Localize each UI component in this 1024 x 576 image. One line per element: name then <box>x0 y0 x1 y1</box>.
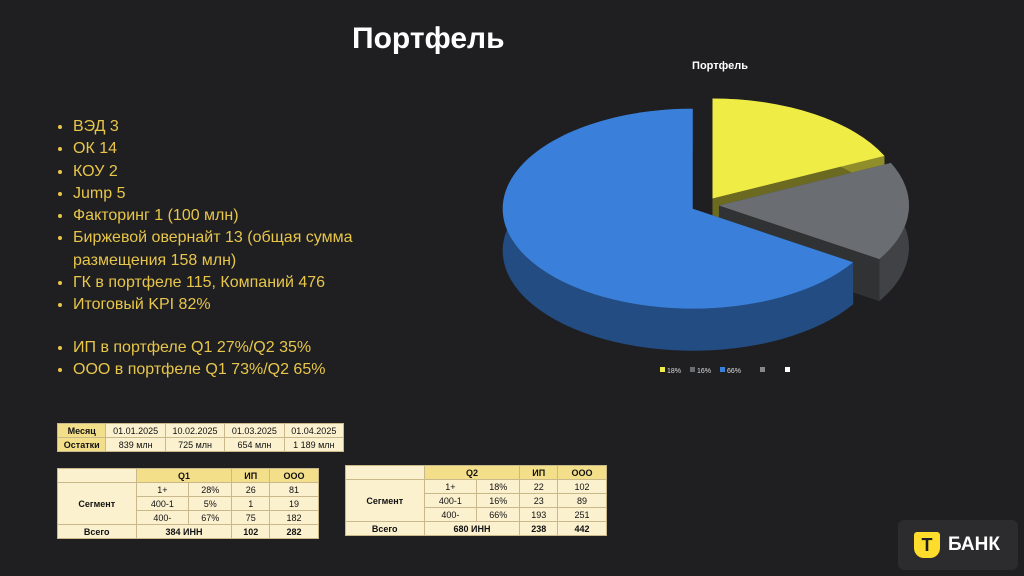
segment-cell: Сегмент <box>345 479 425 522</box>
bullet: Jump 5 <box>73 183 373 205</box>
table-cell: 193 <box>519 507 559 522</box>
total-cell: 102 <box>231 524 271 539</box>
table-cell: 28% <box>188 482 233 497</box>
table-cell: 81 <box>269 482 319 497</box>
table-cell: 01.01.2025 <box>105 423 166 438</box>
table-cell: 182 <box>269 510 319 525</box>
table-cell <box>345 465 425 480</box>
table-cell: 26 <box>231 482 271 497</box>
logo-mark: Т <box>914 532 940 558</box>
table-row: Q2 ИП ООО <box>345 465 607 480</box>
table-cell: 89 <box>557 493 607 508</box>
logo-text: БАНК <box>948 534 1000 555</box>
q1-table: Q1 ИП ООО Сегмент 1+ 28% 26 81 400-1 5% 1 19 400- 67%… <box>57 468 319 539</box>
slice <box>712 98 885 199</box>
table-cell: 1 189 млн <box>283 437 345 452</box>
table-row: Остатки 839 млн 725 млн 654 млн 1 189 млн <box>56 437 345 452</box>
table-cell: 18% <box>476 479 521 494</box>
header-cell: Q1 <box>135 468 233 483</box>
header-cell: Q2 <box>423 465 521 480</box>
table-cell: 654 млн <box>224 437 285 452</box>
legend-swatch <box>690 367 695 372</box>
table-cell: 251 <box>557 507 607 522</box>
bullet: ВЭД 3 <box>73 116 373 138</box>
total-cell: 442 <box>557 521 607 536</box>
table-cell: 10.02.2025 <box>164 423 226 438</box>
bullet: Биржевой овернайт 13 (общая сумма размещ… <box>73 227 373 272</box>
table-row: Всего 680 ИНН 238 442 <box>345 521 607 536</box>
table-cell: 1 <box>231 496 271 511</box>
logo: Т БАНК <box>898 520 1018 570</box>
table-cell: 400-1 <box>423 493 478 508</box>
segment-cell: Сегмент <box>57 482 137 525</box>
legend-swatch <box>720 367 725 372</box>
balance-table: Месяц 01.01.2025 10.02.2025 01.03.2025 01.04… <box>56 423 345 452</box>
header-cell: ИП <box>519 465 559 480</box>
total-cell: Всего <box>345 521 425 536</box>
legend-swatch <box>785 367 790 372</box>
table-cell: 5% <box>188 496 233 511</box>
legend-label: 66% <box>727 368 741 375</box>
table-row: Сегмент 1+ 28% 26 81 <box>57 482 319 525</box>
table-cell: 1+ <box>423 479 478 494</box>
total-cell: Всего <box>57 524 137 539</box>
table-cell: 16% <box>476 493 521 508</box>
q2-table: Q2 ИП ООО Сегмент 1+ 18% 22 102 400-1 16% 23 89 400-… <box>345 465 607 536</box>
table-row: 400- 67% 75 182 <box>58 510 319 525</box>
total-cell: 282 <box>269 524 319 539</box>
table-cell: 22 <box>519 479 559 494</box>
table-cell: 725 млн <box>164 437 226 452</box>
bullet: Факторинг 1 (100 млн) <box>73 205 373 227</box>
table-row: Месяц 01.01.2025 10.02.2025 01.03.2025 01.04… <box>56 423 345 438</box>
table-cell: 19 <box>269 496 319 511</box>
slide-title: Портфель <box>352 22 505 55</box>
table-cell: 67% <box>188 510 233 525</box>
table-row: Сегмент 1+ 18% 22 102 <box>345 479 607 522</box>
table-row: Q1 ИП ООО <box>57 468 319 483</box>
chart-title: Портфель <box>692 60 748 72</box>
header-cell: ООО <box>269 468 319 483</box>
table-cell: 01.04.2025 <box>283 423 345 438</box>
table-cell: 1+ <box>135 482 190 497</box>
table-row: 400-1 5% 1 19 <box>58 496 319 511</box>
table-cell: 102 <box>557 479 607 494</box>
table-cell: 75 <box>231 510 271 525</box>
table-row: 400- 66% 193 251 <box>346 507 607 522</box>
legend-label: 18% <box>667 368 681 375</box>
header-cell: ИП <box>231 468 271 483</box>
table-cell: 400-1 <box>135 496 190 511</box>
bullet-list: ВЭД 3ОК 14КОУ 2Jump 5Факторинг 1 (100 мл… <box>55 116 373 317</box>
legend-swatch <box>760 367 765 372</box>
table-cell: Месяц <box>56 423 107 438</box>
table-cell: 400- <box>423 507 478 522</box>
table-cell: 400- <box>135 510 190 525</box>
table-cell: 839 млн <box>105 437 166 452</box>
table-row: Всего 384 ИНН 102 282 <box>57 524 319 539</box>
bullet: Итоговый KPI 82% <box>73 294 373 316</box>
bullet: ГК в портфеле 115, Компаний 476 <box>73 272 373 294</box>
slice <box>718 162 909 260</box>
total-cell: 384 ИНН <box>135 524 233 539</box>
bullet: КОУ 2 <box>73 161 373 183</box>
bullet: ИП в портфеле Q1 27%/Q2 35% <box>73 337 373 359</box>
legend-swatch <box>660 367 665 372</box>
bullet: ООО в портфеле Q1 73%/Q2 65% <box>73 359 373 381</box>
legend-label: 16% <box>697 368 711 375</box>
bullet: ОК 14 <box>73 138 373 160</box>
table-cell: 66% <box>476 507 521 522</box>
header-cell: ООО <box>557 465 607 480</box>
bullet-list: ИП в портфеле Q1 27%/Q2 35%ООО в портфел… <box>55 337 373 382</box>
table-cell: 23 <box>519 493 559 508</box>
table-cell: 01.03.2025 <box>224 423 285 438</box>
slice <box>502 108 854 309</box>
table-cell <box>57 468 137 483</box>
table-cell: Остатки <box>56 437 107 452</box>
total-cell: 238 <box>519 521 559 536</box>
pie-chart: Портфель 18% 16% 66% <box>502 60 909 375</box>
total-cell: 680 ИНН <box>423 521 521 536</box>
